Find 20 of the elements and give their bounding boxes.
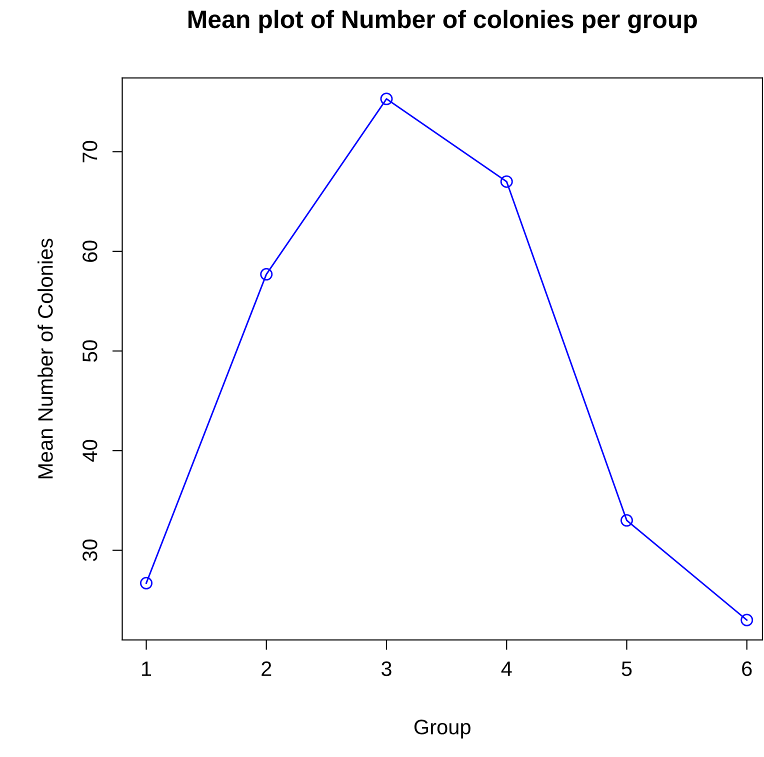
x-tick-label: 5 xyxy=(622,662,632,676)
x-tick-label: 2 xyxy=(262,661,272,676)
y-axis-title: Mean Number of Colonies xyxy=(38,238,53,478)
x-axis-title: Group xyxy=(414,720,470,739)
point xyxy=(500,175,513,188)
point xyxy=(260,268,273,281)
y-tick-label: 40 xyxy=(82,440,98,462)
x-tick-label: 1 xyxy=(142,662,152,676)
point xyxy=(140,576,153,590)
x-tick-label: 4 xyxy=(501,662,512,676)
point xyxy=(620,514,633,527)
point xyxy=(380,92,393,106)
point xyxy=(740,614,754,626)
x-tick-label: 3 xyxy=(382,661,392,676)
y-tick-label: 70 xyxy=(82,140,98,162)
y-tick-label: 50 xyxy=(82,340,98,362)
y-tick-label: 60 xyxy=(82,240,98,262)
chart-title: Mean plot of Number of colonies per group xyxy=(188,10,697,34)
y-tick-label: 30 xyxy=(82,540,98,562)
x-tick-label: 6 xyxy=(742,661,752,676)
